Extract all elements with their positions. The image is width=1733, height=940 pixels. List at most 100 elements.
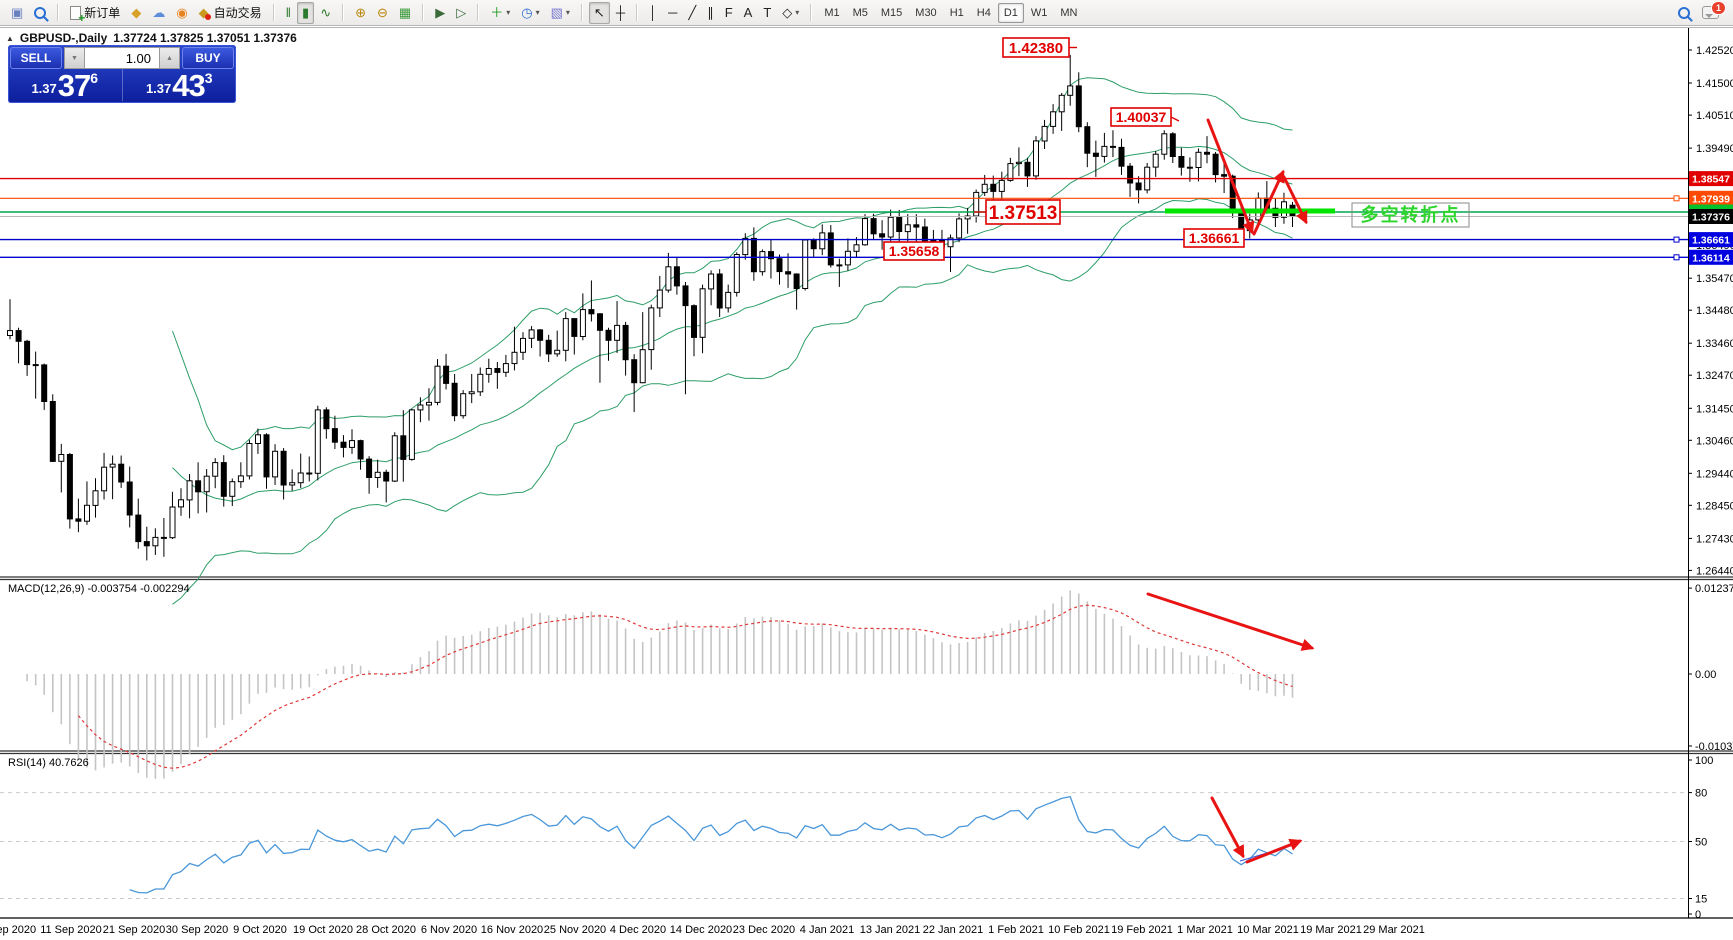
svg-text:9 Oct 2020: 9 Oct 2020 bbox=[233, 924, 287, 936]
note-box[interactable]: 多空转折点 bbox=[1351, 202, 1470, 228]
fibonacci-icon: F bbox=[724, 5, 733, 20]
sell-price-sup: 6 bbox=[90, 70, 99, 86]
svg-text:1.33460: 1.33460 bbox=[1696, 338, 1733, 350]
macd-panel: MACD(12,26,9) -0.003754 -0.002294 0.01237… bbox=[8, 583, 1733, 779]
timeframe-m30[interactable]: M30 bbox=[915, 6, 937, 19]
group-trade: 新订单 ◆ ☁ ◉ ◆ 自动交易 bbox=[63, 2, 268, 25]
svg-text:10 Mar 2021: 10 Mar 2021 bbox=[1237, 924, 1299, 936]
autotrading-button[interactable]: ◆ 自动交易 bbox=[194, 2, 267, 24]
equidistant-channel-icon[interactable]: ∥ bbox=[702, 2, 719, 24]
svg-text:1.29440: 1.29440 bbox=[1696, 468, 1733, 480]
indicators-icon[interactable]: ＋ ▾ bbox=[485, 2, 515, 24]
periods-icon: ◷ bbox=[521, 5, 533, 20]
collapse-panel-icon[interactable]: ▲ bbox=[6, 33, 14, 43]
templates-icon[interactable]: ▧ ▾ bbox=[546, 2, 575, 24]
timeframe-mn[interactable]: MN bbox=[1060, 6, 1078, 19]
toolbar-right: 1 bbox=[1678, 1, 1729, 19]
equidistant-channel-icon: ∥ bbox=[707, 5, 714, 20]
vertical-line-icon[interactable]: │ bbox=[644, 2, 662, 24]
timeframe-m5[interactable]: M5 bbox=[852, 6, 868, 19]
trendline-icon[interactable]: ╱ bbox=[683, 2, 701, 24]
crosshair-icon[interactable]: ┼ bbox=[611, 2, 630, 24]
sell-price-big: 37 bbox=[57, 68, 91, 103]
group-scroll: ▶ ▷ bbox=[428, 2, 473, 24]
sell-button[interactable]: SELL bbox=[10, 47, 62, 69]
horizontal-lines[interactable] bbox=[0, 177, 1688, 261]
signals-icon[interactable]: ◉ bbox=[171, 2, 192, 24]
svg-text:25 Nov 2020: 25 Nov 2020 bbox=[544, 924, 606, 936]
volume-increase-button[interactable]: ▲ bbox=[159, 47, 180, 69]
periods-icon[interactable]: ◷ ▾ bbox=[516, 2, 544, 24]
cursor-icon[interactable]: ↖ bbox=[588, 1, 610, 24]
bar-chart-icon[interactable]: ‖ bbox=[281, 2, 296, 24]
rsi-panel: RSI(14) 40.7626 100 80 50 15 0 bbox=[0, 755, 1713, 921]
svg-text:10 Feb 2021: 10 Feb 2021 bbox=[1048, 924, 1110, 936]
text-icon[interactable]: A bbox=[739, 2, 758, 24]
svg-text:16 Nov 2020: 16 Nov 2020 bbox=[481, 924, 543, 936]
toolbar: ▣新订单◆☁◉◆自动交易‖▮∿⊕⊖▦▶▷＋▾◷▾▧▾↖┼│─╱∥FAT◇▾M1M… bbox=[0, 0, 1733, 26]
zoom-out-icon: ⊖ bbox=[377, 5, 388, 20]
bar-chart-icon: ‖ bbox=[285, 5, 292, 20]
buy-price[interactable]: 1.37 43 3 bbox=[123, 69, 237, 101]
svg-text:1 Mar 2021: 1 Mar 2021 bbox=[1177, 924, 1233, 936]
tile-windows-icon[interactable]: ▦ bbox=[394, 2, 416, 24]
horizontal-line-icon[interactable]: ─ bbox=[663, 2, 682, 24]
chart-shift-icon[interactable]: ▷ bbox=[451, 2, 471, 24]
line-chart-icon[interactable]: ∿ bbox=[315, 2, 336, 24]
timeframe-h4[interactable]: H4 bbox=[976, 6, 991, 19]
timeframe-h1[interactable]: H1 bbox=[949, 6, 964, 19]
chevron-down-icon: ▾ bbox=[506, 8, 511, 17]
autotrading-button: ◆ bbox=[198, 5, 209, 20]
price-callouts[interactable]: 1.42380 1.40037 1.37513 1.36661 1.35658 bbox=[883, 37, 1245, 261]
svg-text:1.40510: 1.40510 bbox=[1696, 110, 1733, 122]
search-icon[interactable] bbox=[1678, 6, 1690, 19]
toolbar-separator bbox=[580, 4, 583, 21]
svg-text:1.38547: 1.38547 bbox=[1692, 174, 1730, 186]
svg-text:28 Oct 2020: 28 Oct 2020 bbox=[356, 924, 416, 936]
sell-price[interactable]: 1.37 37 6 bbox=[8, 69, 123, 101]
line-chart-icon: ∿ bbox=[320, 5, 332, 20]
zoom-out-icon[interactable]: ⊖ bbox=[372, 2, 393, 24]
text-label-icon[interactable]: T bbox=[758, 2, 776, 24]
timeframe-m15[interactable]: M15 bbox=[880, 6, 903, 19]
bollinger-bands bbox=[172, 77, 1293, 605]
group-cursor: ↖ ┼ bbox=[587, 1, 632, 24]
text-icon: A bbox=[743, 5, 753, 20]
chevron-down-icon: ▾ bbox=[535, 8, 540, 17]
chart-window-icon: ▣ bbox=[11, 5, 24, 20]
new-order-button[interactable]: 新订单 bbox=[65, 2, 125, 25]
svg-text:15: 15 bbox=[1695, 894, 1707, 906]
buy-button[interactable]: BUY bbox=[182, 47, 234, 69]
svg-text:1.35658: 1.35658 bbox=[889, 243, 940, 259]
svg-text:MACD(12,26,9) -0.003754 -0.002: MACD(12,26,9) -0.003754 -0.002294 bbox=[8, 583, 190, 595]
toolbar-separator bbox=[342, 4, 345, 21]
zoom-in-icon[interactable]: ⊕ bbox=[350, 2, 371, 24]
metaeditor-icon[interactable]: ◆ bbox=[126, 2, 146, 24]
timeframe-m1[interactable]: M1 bbox=[824, 6, 840, 19]
svg-text:4 Jan 2021: 4 Jan 2021 bbox=[800, 924, 854, 936]
auto-scroll-icon[interactable]: ▶ bbox=[430, 2, 450, 24]
svg-text:80: 80 bbox=[1695, 788, 1707, 800]
svg-text:1.34480: 1.34480 bbox=[1696, 305, 1733, 317]
print-preview-icon[interactable] bbox=[29, 2, 51, 24]
fibonacci-icon[interactable]: F bbox=[720, 2, 738, 24]
volume-input[interactable]: 1.00 bbox=[85, 47, 159, 69]
volume-decrease-button[interactable]: ▼ bbox=[64, 47, 85, 69]
timeframe-w1[interactable]: W1 bbox=[1030, 6, 1048, 19]
panel-frame bbox=[0, 27, 1733, 919]
chart-ohlc: 1.37724 1.37825 1.37051 1.37376 bbox=[113, 31, 297, 45]
price-axis[interactable]: 1.425201.415001.405101.394901.364901.354… bbox=[1688, 45, 1733, 577]
chat-icon[interactable]: 1 bbox=[1702, 1, 1726, 19]
cursor-icon: ↖ bbox=[593, 5, 605, 20]
svg-text:1.37939: 1.37939 bbox=[1692, 193, 1730, 205]
svg-text:21 Sep 2020: 21 Sep 2020 bbox=[103, 924, 165, 936]
arrows-icon[interactable]: ◇ ▾ bbox=[777, 2, 804, 24]
annotation-arrows[interactable] bbox=[1146, 118, 1315, 864]
timeframe-d1[interactable]: D1 bbox=[997, 2, 1024, 23]
chart-window-icon[interactable]: ▣ bbox=[6, 2, 28, 24]
candlestick-chart-icon[interactable]: ▮ bbox=[297, 1, 315, 24]
community-icon[interactable]: ☁ bbox=[147, 2, 170, 24]
autotrading-button-label: 自动交易 bbox=[213, 6, 262, 20]
